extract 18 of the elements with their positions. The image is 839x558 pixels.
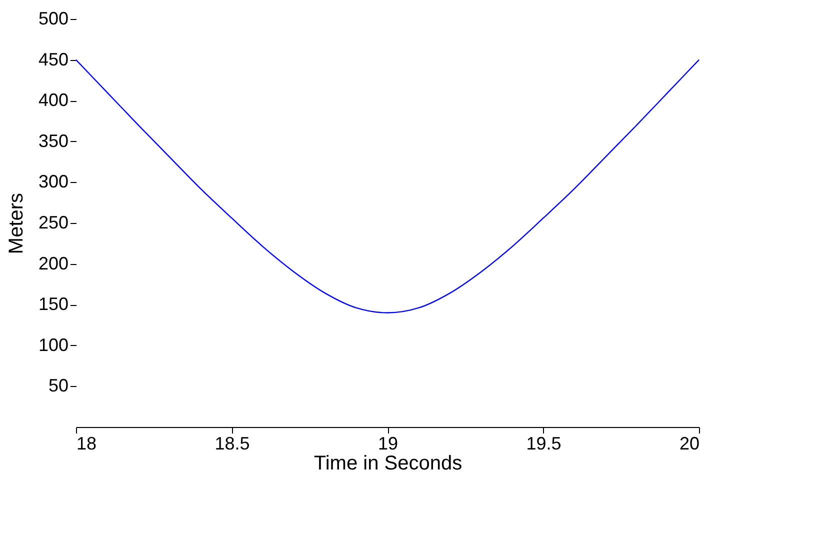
y-tick-label: 400 xyxy=(38,90,68,110)
x-axis-title: Time in Seconds xyxy=(314,452,462,474)
x-tick-label: 18 xyxy=(76,434,97,454)
y-tick-label: 500 xyxy=(38,8,68,28)
x-tick-label: 20 xyxy=(679,434,700,454)
line-series xyxy=(75,59,700,314)
y-tick-label: 450 xyxy=(38,49,68,70)
y-tick-label: 50 xyxy=(48,376,68,396)
y-tick-label: 250 xyxy=(38,212,68,232)
y-tick-label: 300 xyxy=(38,172,68,192)
y-tick-label: 150 xyxy=(38,294,68,314)
x-tick-label: 18.5 xyxy=(214,434,250,454)
y-tick-label: 200 xyxy=(38,253,68,274)
y-tick-label: 350 xyxy=(38,130,68,151)
y-axis-title: Meters xyxy=(5,192,28,254)
x-tick-label: 19.5 xyxy=(526,434,562,454)
x-tick-label: 19 xyxy=(378,434,398,454)
y-tick-label: 100 xyxy=(38,334,68,355)
